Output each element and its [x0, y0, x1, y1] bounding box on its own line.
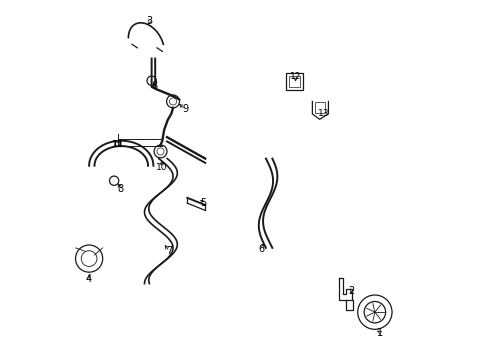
Text: 3: 3	[146, 16, 153, 26]
Text: 8: 8	[151, 81, 157, 91]
Text: 4: 4	[86, 274, 92, 284]
Text: 1: 1	[376, 328, 383, 338]
Text: 7: 7	[166, 247, 172, 256]
Text: 5: 5	[200, 198, 206, 207]
Text: 2: 2	[348, 286, 354, 296]
Text: 8: 8	[117, 184, 123, 194]
Text: 9: 9	[182, 104, 188, 114]
Text: 11: 11	[111, 140, 123, 149]
Text: 13: 13	[317, 109, 329, 118]
Text: 6: 6	[258, 244, 264, 253]
Text: 10: 10	[156, 163, 167, 172]
Text: 12: 12	[289, 72, 301, 81]
